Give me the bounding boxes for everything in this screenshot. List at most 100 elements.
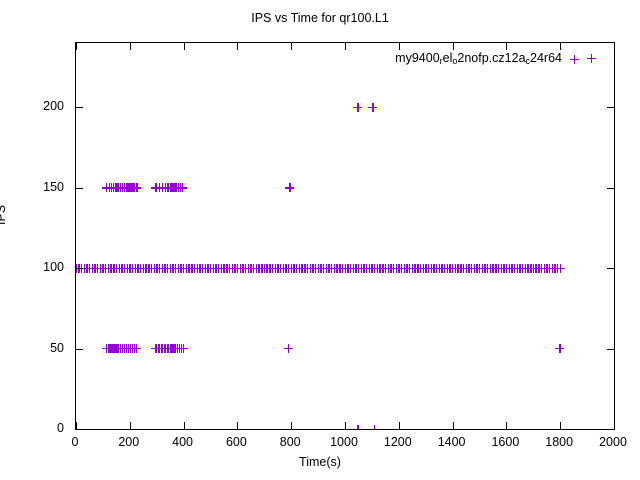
data-point (227, 263, 237, 273)
data-point (222, 263, 232, 273)
data-point (127, 344, 137, 354)
data-point (189, 263, 199, 273)
data-point (232, 263, 242, 273)
data-point (206, 263, 215, 273)
data-point (257, 263, 267, 273)
data-point (243, 263, 253, 273)
data-point (122, 263, 132, 273)
data-point (246, 263, 256, 273)
data-point (270, 263, 280, 273)
data-point (362, 263, 372, 273)
data-point (332, 263, 342, 273)
data-point (526, 263, 536, 273)
data-point (483, 263, 493, 273)
data-point (512, 263, 522, 273)
x-tick (237, 422, 239, 429)
data-point (284, 344, 293, 354)
data-point (356, 263, 366, 273)
data-point (415, 263, 425, 273)
data-point (550, 263, 560, 273)
data-point (129, 183, 139, 193)
data-point (292, 263, 302, 273)
data-point (305, 263, 315, 273)
x-tick (129, 422, 131, 429)
data-point (542, 263, 552, 273)
data-point (123, 183, 133, 193)
x-tick-label: 2000 (599, 435, 627, 449)
data-point (383, 263, 393, 273)
data-point (418, 263, 428, 273)
x-tick (398, 43, 400, 50)
data-point (127, 263, 137, 273)
data-point (504, 263, 514, 273)
data-point (353, 263, 363, 273)
y-tick (76, 187, 83, 189)
x-tick-label: 200 (118, 435, 140, 449)
data-point (448, 263, 458, 273)
data-point (345, 263, 355, 273)
data-point (123, 344, 133, 354)
x-tick-label: 1600 (491, 435, 520, 449)
data-point (152, 263, 162, 273)
data-point (157, 344, 167, 354)
plot-area: my9400relo2nofp.cz12ac24r64 (75, 42, 615, 430)
data-point (534, 263, 544, 273)
data-point (321, 263, 331, 273)
x-tick (76, 43, 77, 50)
data-point (477, 263, 487, 273)
data-point (104, 344, 114, 354)
plot-canvas (76, 43, 614, 429)
data-point (368, 102, 378, 112)
data-point (313, 263, 323, 273)
data-point (101, 263, 111, 273)
data-point (132, 183, 142, 193)
data-point (114, 183, 123, 193)
data-point (146, 263, 156, 273)
data-point (114, 263, 124, 273)
data-point (388, 263, 398, 273)
data-point (281, 263, 291, 273)
data-point (144, 263, 154, 273)
y-tick (607, 429, 614, 430)
x-tick (614, 422, 615, 429)
data-point (216, 263, 226, 273)
data-point (187, 263, 197, 273)
data-point (90, 263, 100, 273)
data-point (348, 263, 358, 273)
data-point (450, 263, 460, 273)
y-axis-label: IPS (0, 204, 8, 225)
data-point (458, 263, 468, 273)
x-tick (614, 43, 615, 50)
data-point (297, 263, 307, 273)
data-point (310, 263, 320, 273)
data-point (265, 263, 275, 273)
data-point (375, 263, 385, 273)
data-point (273, 263, 283, 273)
data-point (151, 183, 161, 193)
x-tick (452, 43, 454, 50)
data-point (536, 263, 546, 273)
data-point (251, 263, 261, 273)
data-point (119, 263, 129, 273)
data-point (170, 183, 180, 193)
data-point (488, 263, 498, 273)
data-point (531, 263, 541, 273)
data-point (501, 263, 511, 273)
data-point (163, 344, 173, 354)
data-point (300, 263, 310, 273)
data-point (172, 183, 182, 193)
data-point (109, 263, 119, 273)
data-point (149, 263, 159, 273)
data-point (138, 263, 148, 273)
y-tick (76, 348, 83, 350)
data-point (106, 344, 116, 354)
data-point (413, 263, 423, 273)
data-point (107, 183, 116, 193)
y-tick (607, 187, 614, 189)
data-point (110, 183, 120, 193)
x-tick (506, 422, 508, 429)
data-point (127, 183, 137, 193)
data-point (95, 263, 105, 273)
data-point (351, 263, 361, 273)
data-point (108, 183, 118, 193)
